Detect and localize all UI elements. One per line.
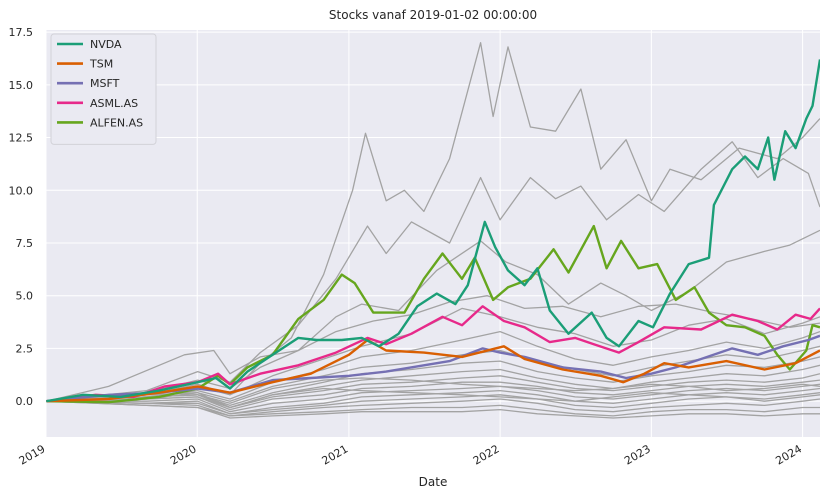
background-series-line xyxy=(46,356,820,407)
y-tick-label: 15.0 xyxy=(9,79,34,92)
x-tick-label: 2023 xyxy=(622,442,653,467)
legend-label-msft: MSFT xyxy=(90,77,120,90)
background-series-line xyxy=(46,379,820,411)
y-axis: 0.0 2.5 5.0 7.5 10.0 12.5 15.0 17.5 xyxy=(9,26,34,408)
x-axis: 2019 2020 2021 2022 2023 2024 xyxy=(17,442,804,467)
y-tick-label: 17.5 xyxy=(9,26,34,39)
legend-label-tsm: TSM xyxy=(89,58,113,71)
background-series-line xyxy=(46,141,820,402)
y-tick-label: 12.5 xyxy=(9,132,34,145)
legend-label-alfen-as: ALFEN.AS xyxy=(90,116,143,129)
background-series-group xyxy=(46,42,820,419)
series-line-asml-as xyxy=(46,305,820,403)
x-axis-title: Date xyxy=(419,475,448,489)
series-line-tsm xyxy=(46,338,820,403)
x-tick-label: 2019 xyxy=(17,442,48,467)
y-tick-label: 2.5 xyxy=(16,342,34,355)
series-line-nvda xyxy=(46,59,820,403)
y-tick-label: 10.0 xyxy=(9,184,34,197)
background-series-line xyxy=(46,307,820,402)
series-line-alfen-as xyxy=(46,224,820,404)
background-series-line xyxy=(46,345,820,402)
legend-box xyxy=(50,33,157,145)
background-series-line xyxy=(46,330,820,402)
legend: NVDA TSM MSFT ASML.AS ALFEN.AS xyxy=(50,33,157,145)
background-series-line xyxy=(46,387,820,409)
x-tick-label: 2022 xyxy=(471,442,502,467)
x-tick-label: 2024 xyxy=(773,442,804,467)
y-tick-label: 0.0 xyxy=(16,395,34,408)
background-series-line xyxy=(46,400,820,417)
y-tick-label: 7.5 xyxy=(16,237,34,250)
legend-label-asml-as: ASML.AS xyxy=(90,97,138,110)
highlighted-series-group xyxy=(46,59,820,404)
x-tick-label: 2021 xyxy=(320,442,351,467)
x-tick-label: 2020 xyxy=(168,442,199,467)
legend-label-nvda: NVDA xyxy=(90,38,122,51)
chart-title: Stocks vanaf 2019-01-02 00:00:00 xyxy=(329,8,537,22)
background-series-line xyxy=(46,400,820,419)
background-series-line xyxy=(46,377,820,404)
y-tick-label: 5.0 xyxy=(16,290,34,303)
